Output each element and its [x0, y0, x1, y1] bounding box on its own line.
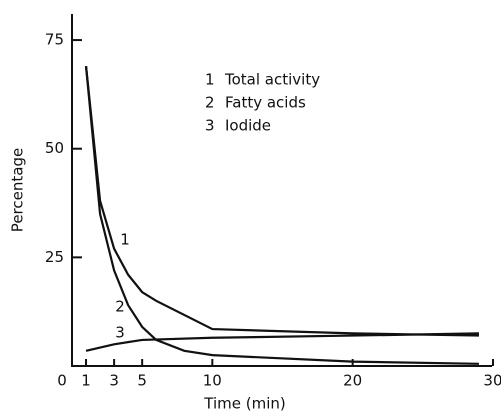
- legend-number: 1: [205, 71, 215, 89]
- x-tick-label: 10: [203, 372, 222, 390]
- x-axis-label: Time (min): [203, 395, 285, 413]
- y-axis-label: Percentage: [9, 148, 27, 232]
- curve-label: 2: [115, 298, 125, 316]
- y-tick-label: 75: [45, 31, 64, 49]
- y-tick-label: 50: [45, 139, 64, 157]
- legend-text: Iodide: [225, 117, 271, 135]
- x-tick-label: 3: [109, 372, 119, 390]
- x-tick-label: 5: [137, 372, 147, 390]
- y-tick-label: 25: [45, 248, 64, 266]
- legend-number: 3: [205, 117, 215, 135]
- curve-label: 3: [115, 324, 125, 342]
- legend-number: 2: [205, 94, 215, 112]
- x-tick-label: 0: [57, 372, 67, 390]
- series-line: [84, 66, 479, 365]
- legend-text: Total activity: [224, 71, 320, 89]
- curve-label: 1: [120, 231, 130, 249]
- series-line: [85, 332, 479, 352]
- axes: [71, 14, 492, 367]
- x-tick-label: 1: [81, 372, 91, 390]
- x-tick-label: 20: [343, 372, 362, 390]
- series-line: [84, 66, 479, 337]
- x-tick-label: 30: [483, 372, 501, 390]
- legend-text: Fatty acids: [225, 94, 306, 112]
